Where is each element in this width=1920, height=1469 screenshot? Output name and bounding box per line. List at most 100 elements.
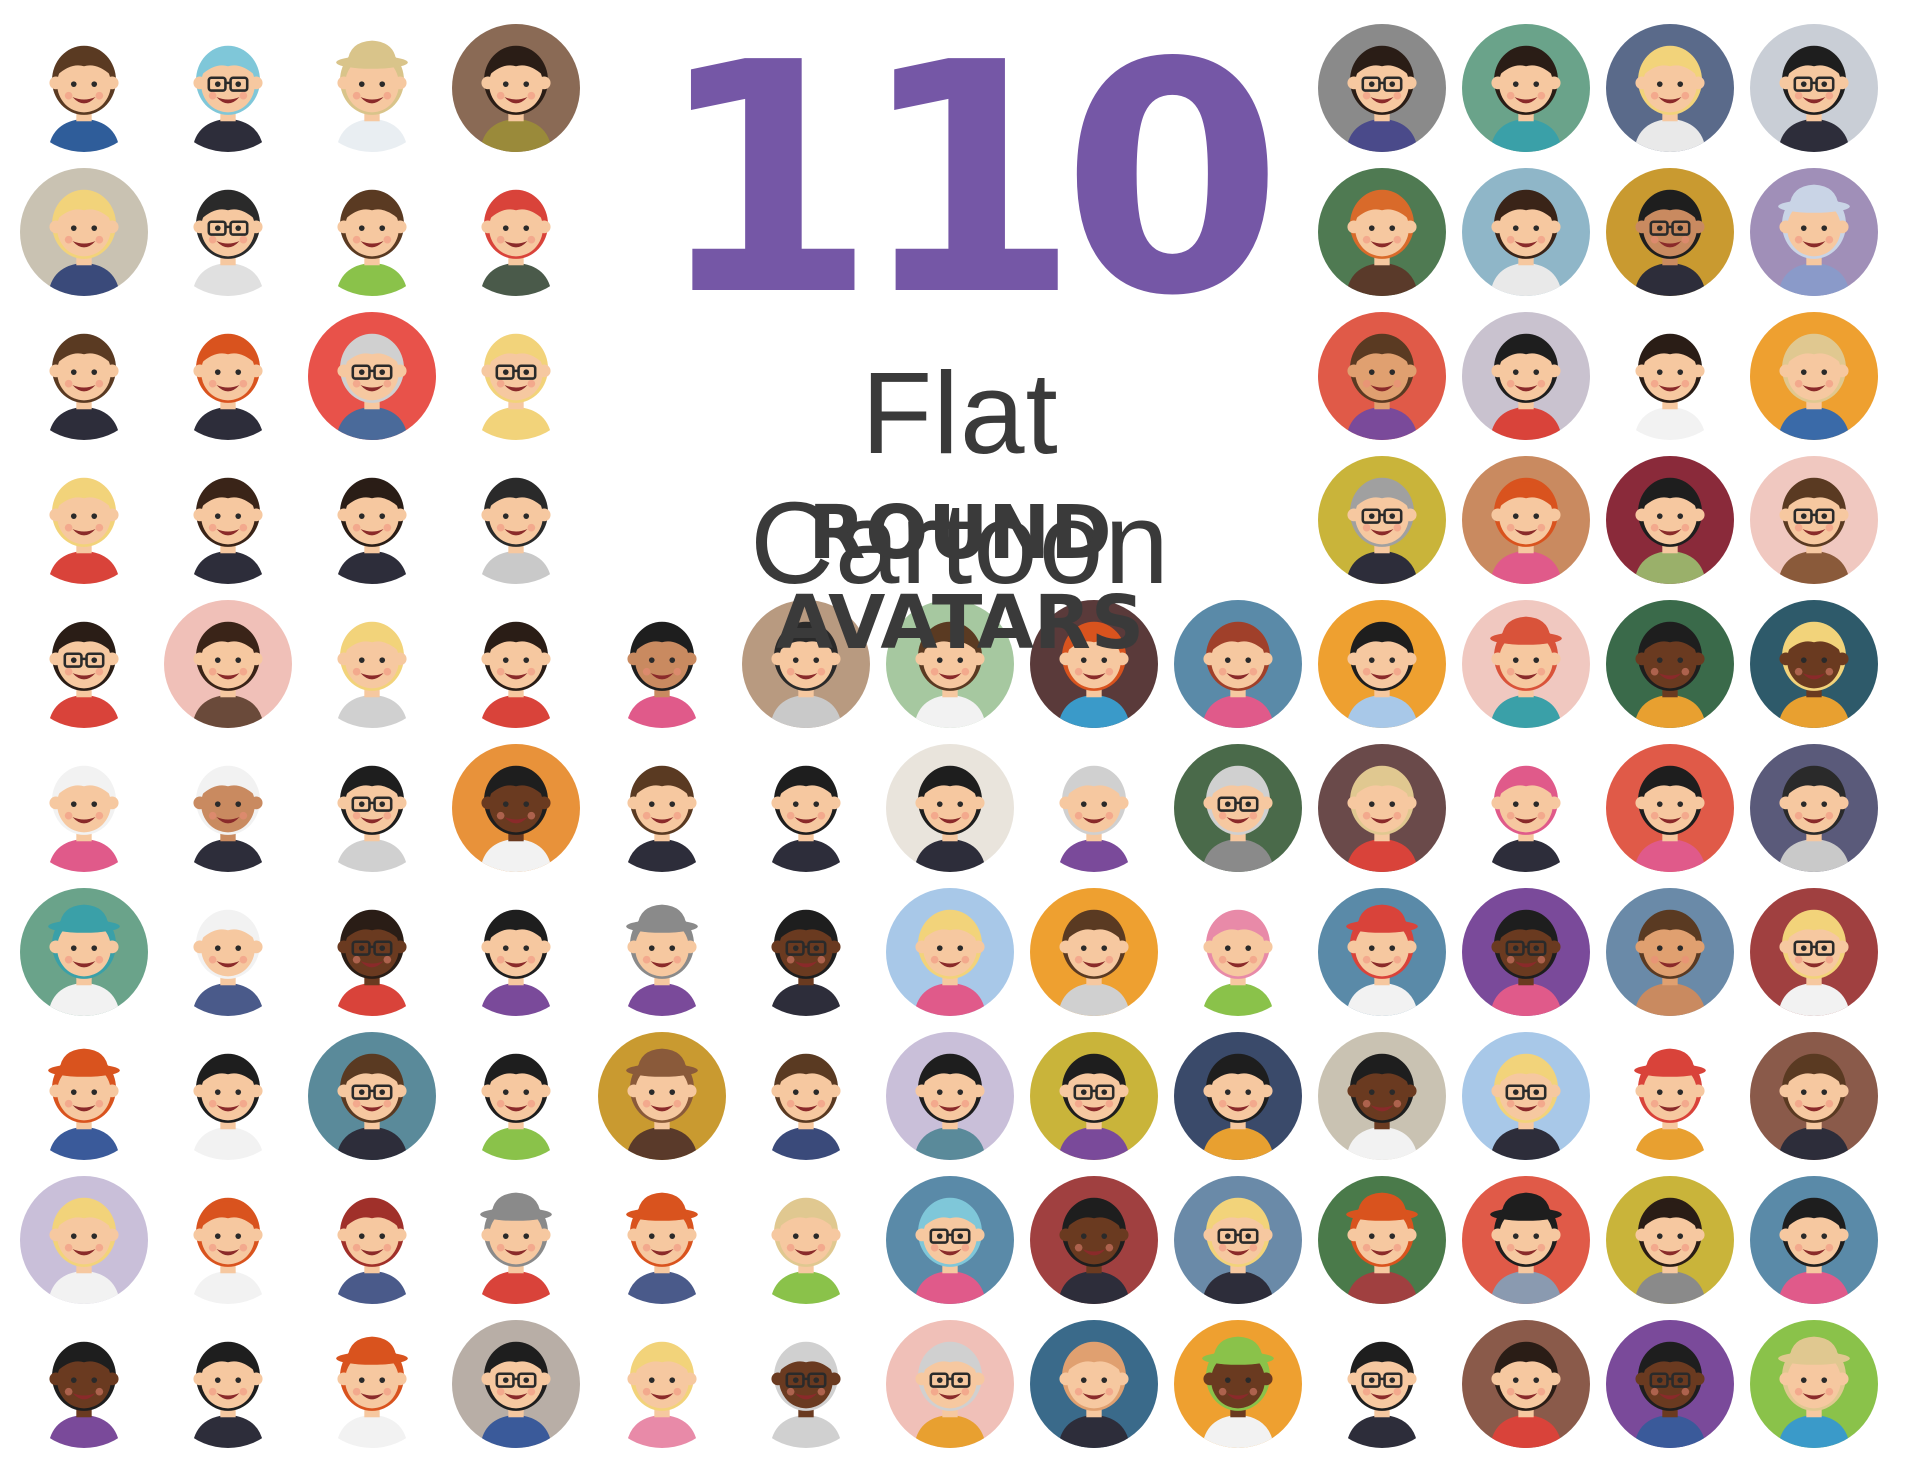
avatar-12: [452, 168, 580, 296]
avatar-28: [452, 456, 580, 584]
avatar-6: [1462, 24, 1590, 152]
avatar-107: [1318, 1320, 1446, 1448]
avatar-90: [742, 1176, 870, 1304]
avatar-35: [308, 600, 436, 728]
avatar-face-icon: [1202, 765, 1274, 872]
avatar-40: [1030, 600, 1158, 728]
avatar-face-icon: [480, 765, 552, 872]
avatar-98: [20, 1320, 148, 1448]
avatar-17: [20, 312, 148, 440]
avatar-face-icon: [48, 333, 120, 440]
avatar-61: [308, 888, 436, 1016]
avatar-face-icon: [48, 1341, 120, 1448]
avatar-face-icon: [1490, 477, 1562, 584]
avatar-face-icon: [48, 1048, 120, 1160]
avatar-face-icon: [192, 189, 264, 296]
avatar-43: [1462, 600, 1590, 728]
avatar-face-icon: [336, 40, 408, 152]
avatar-face-icon: [1058, 1053, 1130, 1160]
avatar-face-icon: [770, 1341, 842, 1448]
avatar-91: [886, 1176, 1014, 1304]
avatar-face-icon: [48, 1197, 120, 1304]
avatar-71: [1750, 888, 1878, 1016]
avatar-face-icon: [1346, 477, 1418, 584]
avatar-face-icon: [48, 621, 120, 728]
avatar-face-icon: [480, 477, 552, 584]
avatar-face-icon: [914, 1197, 986, 1304]
avatar-face-icon: [1634, 765, 1706, 872]
avatar-56: [1462, 744, 1590, 872]
avatar-face-icon: [1202, 909, 1274, 1016]
avatar-face-icon: [192, 1053, 264, 1160]
avatar-52: [886, 744, 1014, 872]
avatar-face-icon: [1490, 616, 1562, 728]
avatar-99: [164, 1320, 292, 1448]
avatar-84: [1750, 1032, 1878, 1160]
avatar-20: [452, 312, 580, 440]
avatar-75: [452, 1032, 580, 1160]
avatar-face-icon: [336, 1053, 408, 1160]
avatar-77: [742, 1032, 870, 1160]
avatar-104: [886, 1320, 1014, 1448]
avatar-face-icon: [1346, 621, 1418, 728]
avatar-face-icon: [914, 1053, 986, 1160]
avatar-face-icon: [1346, 1341, 1418, 1448]
avatar-face-icon: [1490, 333, 1562, 440]
avatar-64: [742, 888, 870, 1016]
avatar-face-icon: [1346, 333, 1418, 440]
avatar-face-icon: [1778, 1197, 1850, 1304]
avatar-face-icon: [480, 621, 552, 728]
avatar-face-icon: [1202, 621, 1274, 728]
avatar-23: [1606, 312, 1734, 440]
avatar-10: [164, 168, 292, 296]
avatar-76: [598, 1032, 726, 1160]
avatar-34: [164, 600, 292, 728]
avatar-face-icon: [1058, 909, 1130, 1016]
avatar-72: [20, 1032, 148, 1160]
avatar-65: [886, 888, 1014, 1016]
avatar-face-icon: [1634, 1341, 1706, 1448]
avatar-50: [598, 744, 726, 872]
avatar-55: [1318, 744, 1446, 872]
avatar-face-icon: [1058, 765, 1130, 872]
avatar-face-icon: [770, 1197, 842, 1304]
avatar-face-icon: [480, 333, 552, 440]
avatar-11: [308, 168, 436, 296]
avatar-face-icon: [192, 909, 264, 1016]
avatar-face-icon: [1346, 45, 1418, 152]
avatar-92: [1030, 1176, 1158, 1304]
avatar-85: [20, 1176, 148, 1304]
avatar-41: [1174, 600, 1302, 728]
avatar-69: [1462, 888, 1590, 1016]
avatar-face-icon: [1778, 1053, 1850, 1160]
avatar-51: [742, 744, 870, 872]
avatar-96: [1606, 1176, 1734, 1304]
avatar-face-icon: [480, 909, 552, 1016]
avatar-face-icon: [1490, 1192, 1562, 1304]
avatar-face-icon: [48, 477, 120, 584]
avatar-26: [164, 456, 292, 584]
avatar-45: [1750, 600, 1878, 728]
avatar-face-icon: [626, 765, 698, 872]
avatar-face-icon: [336, 1197, 408, 1304]
avatar-face-icon: [480, 1192, 552, 1304]
avatar-22: [1462, 312, 1590, 440]
avatar-79: [1030, 1032, 1158, 1160]
avatar-face-icon: [1634, 45, 1706, 152]
avatar-face-icon: [336, 333, 408, 440]
avatar-33: [20, 600, 148, 728]
avatar-face-icon: [1058, 621, 1130, 728]
avatar-63: [598, 888, 726, 1016]
avatar-face-icon: [336, 621, 408, 728]
avatar-face-icon: [1346, 189, 1418, 296]
avatar-face-icon: [480, 1053, 552, 1160]
avatar-38: [742, 600, 870, 728]
avatar-face-icon: [1490, 1341, 1562, 1448]
avatar-face-icon: [1058, 1197, 1130, 1304]
avatar-83: [1606, 1032, 1734, 1160]
avatar-73: [164, 1032, 292, 1160]
avatar-face-icon: [1490, 45, 1562, 152]
avatar-8: [1750, 24, 1878, 152]
avatar-103: [742, 1320, 870, 1448]
avatar-face-icon: [48, 904, 120, 1016]
